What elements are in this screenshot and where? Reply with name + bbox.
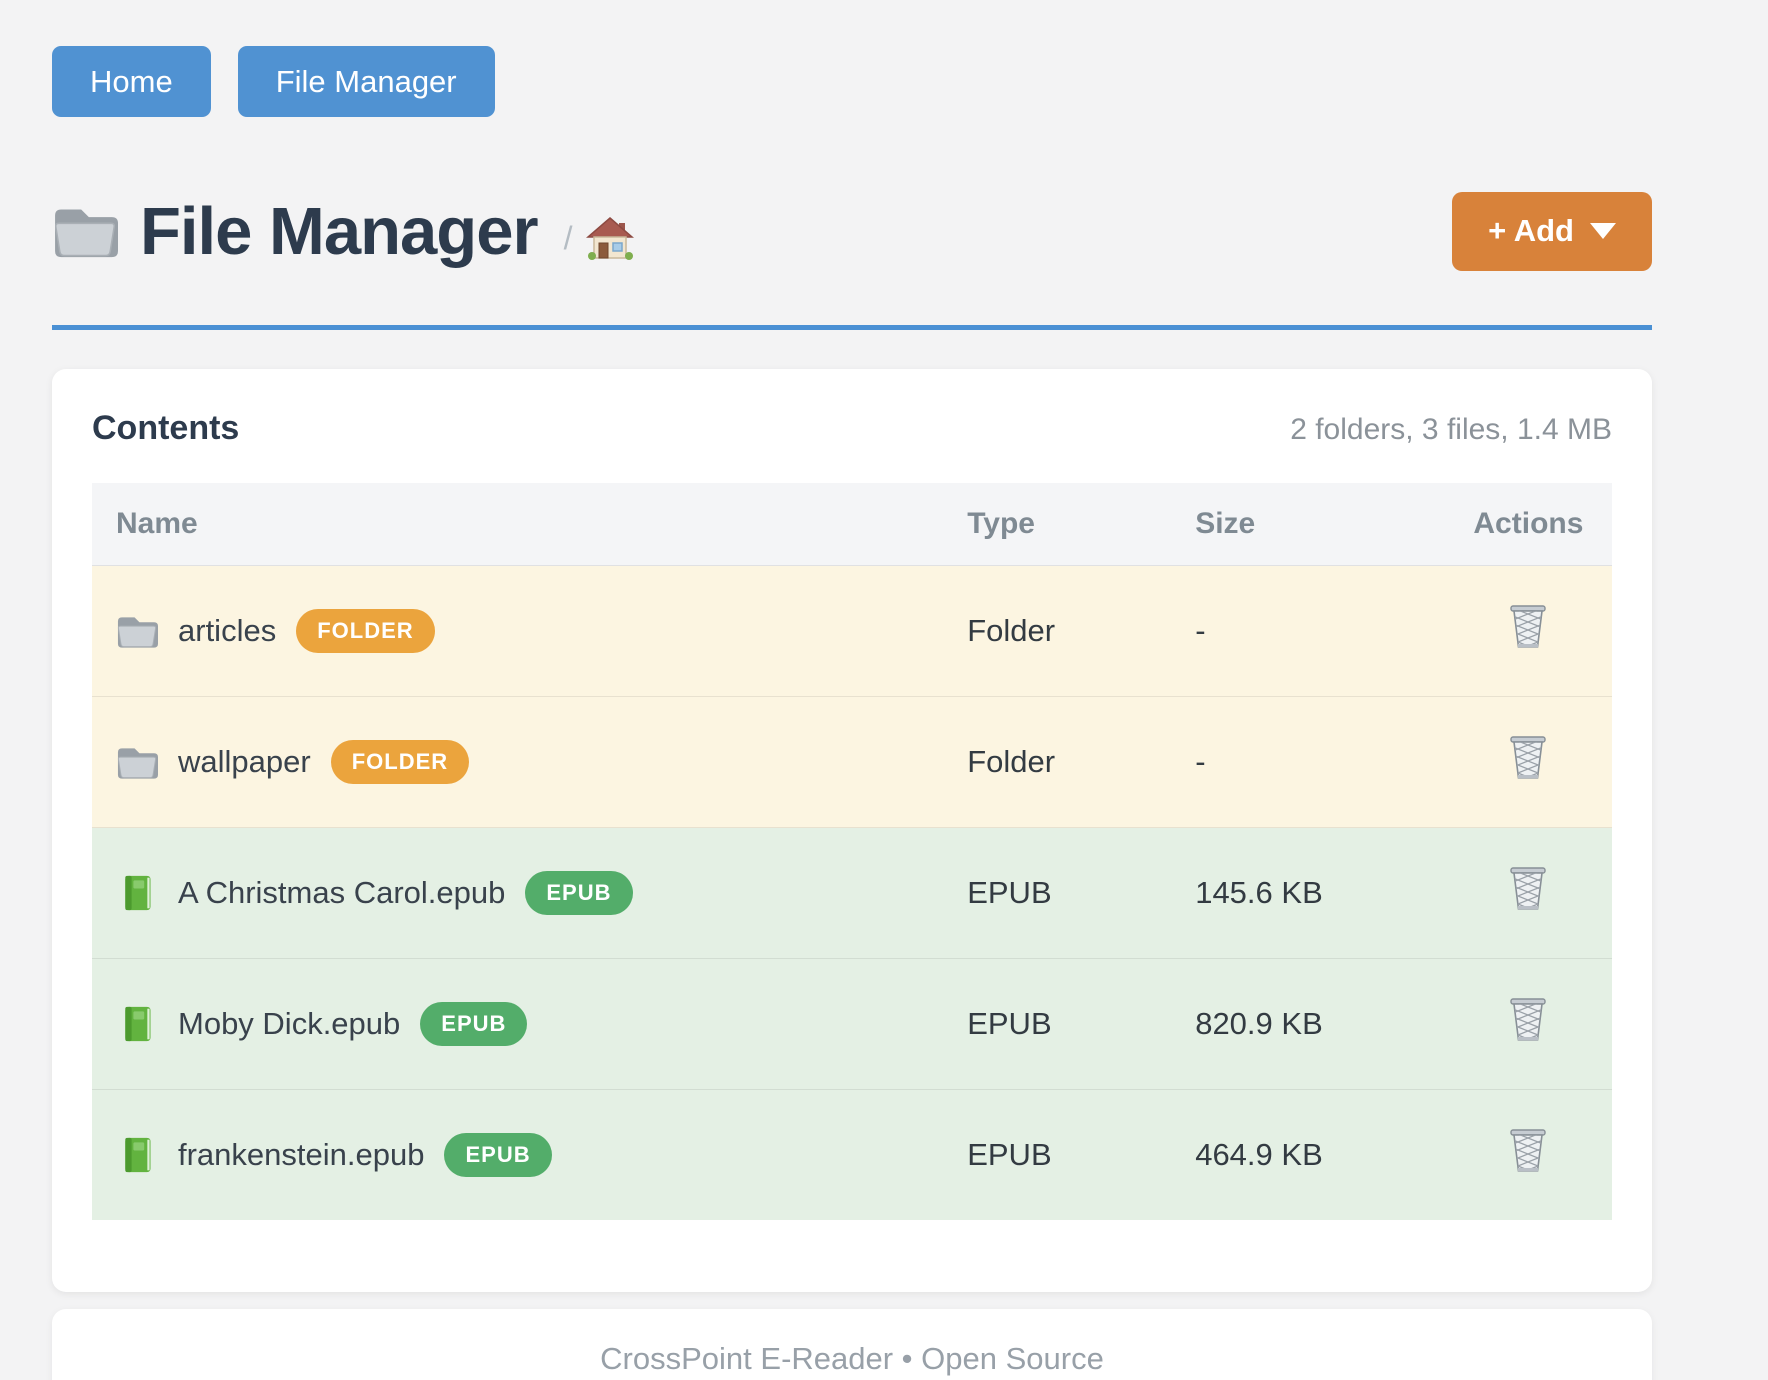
table-row[interactable]: frankenstein.epub EPUB EPUB 464.9 KB (92, 1089, 1612, 1220)
card-title: Contents (92, 409, 240, 447)
table-row[interactable]: articles FOLDER Folder - (92, 565, 1612, 697)
item-badge: EPUB (444, 1133, 552, 1177)
item-badge: EPUB (420, 1002, 528, 1046)
item-badge: FOLDER (330, 740, 470, 784)
item-badge: FOLDER (296, 609, 435, 653)
title-divider (52, 325, 1652, 330)
trash-icon (1508, 1128, 1548, 1174)
file-table-body: articles FOLDER Folder - wallpaper FOLDE… (92, 565, 1612, 1220)
item-name: A Christmas Carol.epub (178, 875, 506, 910)
cell-type: EPUB (943, 827, 1172, 959)
contents-card: Contents 2 folders, 3 files, 1.4 MB Name… (52, 369, 1652, 1292)
cell-type: Folder (943, 696, 1172, 828)
cell-size: 464.9 KB (1171, 1089, 1445, 1220)
table-row[interactable]: wallpaper FOLDER Folder - (92, 696, 1612, 828)
trash-icon (1508, 997, 1548, 1043)
column-header-type: Type (943, 483, 1172, 566)
footer-card: CrossPoint E-Reader • Open Source (52, 1309, 1652, 1380)
book-icon (125, 875, 151, 911)
title-wrap: File Manager / (52, 193, 635, 270)
page-title: File Manager (140, 193, 539, 269)
contents-summary: 2 folders, 3 files, 1.4 MB (1290, 413, 1612, 446)
item-name: articles (178, 613, 277, 648)
cell-size: - (1171, 696, 1445, 828)
home-button[interactable]: Home (52, 46, 211, 117)
caret-down-icon (1590, 223, 1616, 239)
add-button-label: + Add (1488, 213, 1574, 248)
cell-type: Folder (943, 565, 1172, 697)
folder-icon (54, 208, 118, 258)
cell-type: EPUB (943, 958, 1172, 1090)
table-row[interactable]: Moby Dick.epub EPUB EPUB 820.9 KB (92, 958, 1612, 1090)
delete-button[interactable] (1508, 866, 1548, 912)
item-name: frankenstein.epub (178, 1137, 425, 1172)
trash-icon (1508, 866, 1548, 912)
top-nav: Home File Manager (52, 46, 1652, 117)
breadcrumb-separator: / (563, 219, 573, 256)
folder-icon (117, 747, 158, 780)
item-name: Moby Dick.epub (178, 1006, 401, 1041)
column-header-name: Name (92, 483, 944, 566)
add-button[interactable]: + Add (1452, 191, 1652, 271)
delete-button[interactable] (1508, 1128, 1548, 1174)
book-icon (125, 1006, 151, 1042)
trash-icon (1508, 604, 1548, 650)
card-header: Contents 2 folders, 3 files, 1.4 MB (92, 409, 1612, 448)
delete-button[interactable] (1508, 997, 1548, 1043)
item-name: wallpaper (178, 744, 311, 779)
column-header-actions: Actions (1444, 483, 1612, 566)
folder-icon (117, 616, 158, 649)
cell-type: EPUB (943, 1089, 1172, 1220)
file-table: Name Type Size Actions articles FOLDER F… (92, 483, 1612, 1220)
item-badge: EPUB (525, 871, 633, 915)
column-header-size: Size (1171, 483, 1445, 566)
page-header: File Manager / + Add (52, 191, 1652, 271)
footer-text: CrossPoint E-Reader • Open Source (600, 1341, 1104, 1376)
delete-button[interactable] (1508, 735, 1548, 781)
cell-size: - (1171, 565, 1445, 697)
table-row[interactable]: A Christmas Carol.epub EPUB EPUB 145.6 K… (92, 827, 1612, 959)
table-header-row: Name Type Size Actions (92, 483, 1612, 566)
cell-size: 820.9 KB (1171, 958, 1445, 1090)
file-manager-button[interactable]: File Manager (237, 46, 495, 117)
cell-size: 145.6 KB (1171, 827, 1445, 959)
trash-icon (1508, 735, 1548, 781)
home-icon[interactable] (586, 215, 635, 261)
delete-button[interactable] (1508, 604, 1548, 650)
book-icon (125, 1137, 151, 1173)
